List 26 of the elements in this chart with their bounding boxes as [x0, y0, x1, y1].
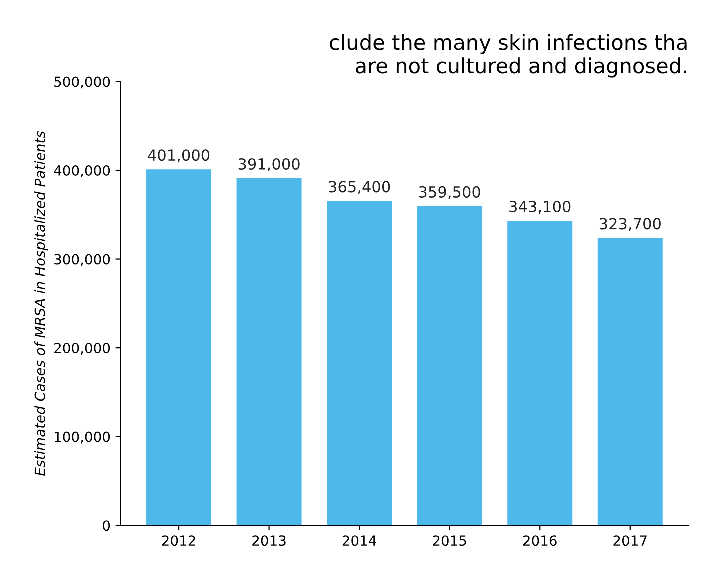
- bar: [417, 206, 482, 526]
- y-tick-label: 400,000: [54, 165, 110, 178]
- data-label: 401,000: [148, 150, 210, 163]
- y-tick-label: 500,000: [54, 76, 110, 89]
- y-axis-title: Estimated Cases of MRSA in Hospitalized Patients: [34, 131, 48, 476]
- bar: [598, 238, 663, 526]
- y-tick-label: 300,000: [54, 254, 110, 266]
- y-tick-label: 200,000: [54, 343, 110, 355]
- bar: [236, 178, 302, 526]
- y-tick-label: 100,000: [55, 432, 110, 444]
- x-tick-label: 2013: [252, 536, 286, 546]
- bar: [508, 221, 573, 526]
- bar: [327, 201, 392, 526]
- bar: [146, 170, 212, 526]
- chart-title: clude the many skin infections tha are not cultured and diagnosed.: [330, 34, 687, 78]
- data-label: 391,000: [238, 158, 300, 172]
- x-tick-label: 2012: [162, 536, 196, 546]
- x-tick-label: 2014: [342, 536, 376, 546]
- y-tick-label: 0: [103, 520, 110, 532]
- x-tick-label: 2016: [523, 536, 557, 546]
- x-tick-label: 2015: [433, 536, 466, 546]
- data-label: 365,400: [329, 181, 390, 194]
- data-label: 323,700: [600, 218, 661, 232]
- data-label: 343,100: [510, 200, 571, 214]
- x-tick-label: 2017: [614, 536, 647, 546]
- data-label: 359,500: [419, 186, 480, 200]
